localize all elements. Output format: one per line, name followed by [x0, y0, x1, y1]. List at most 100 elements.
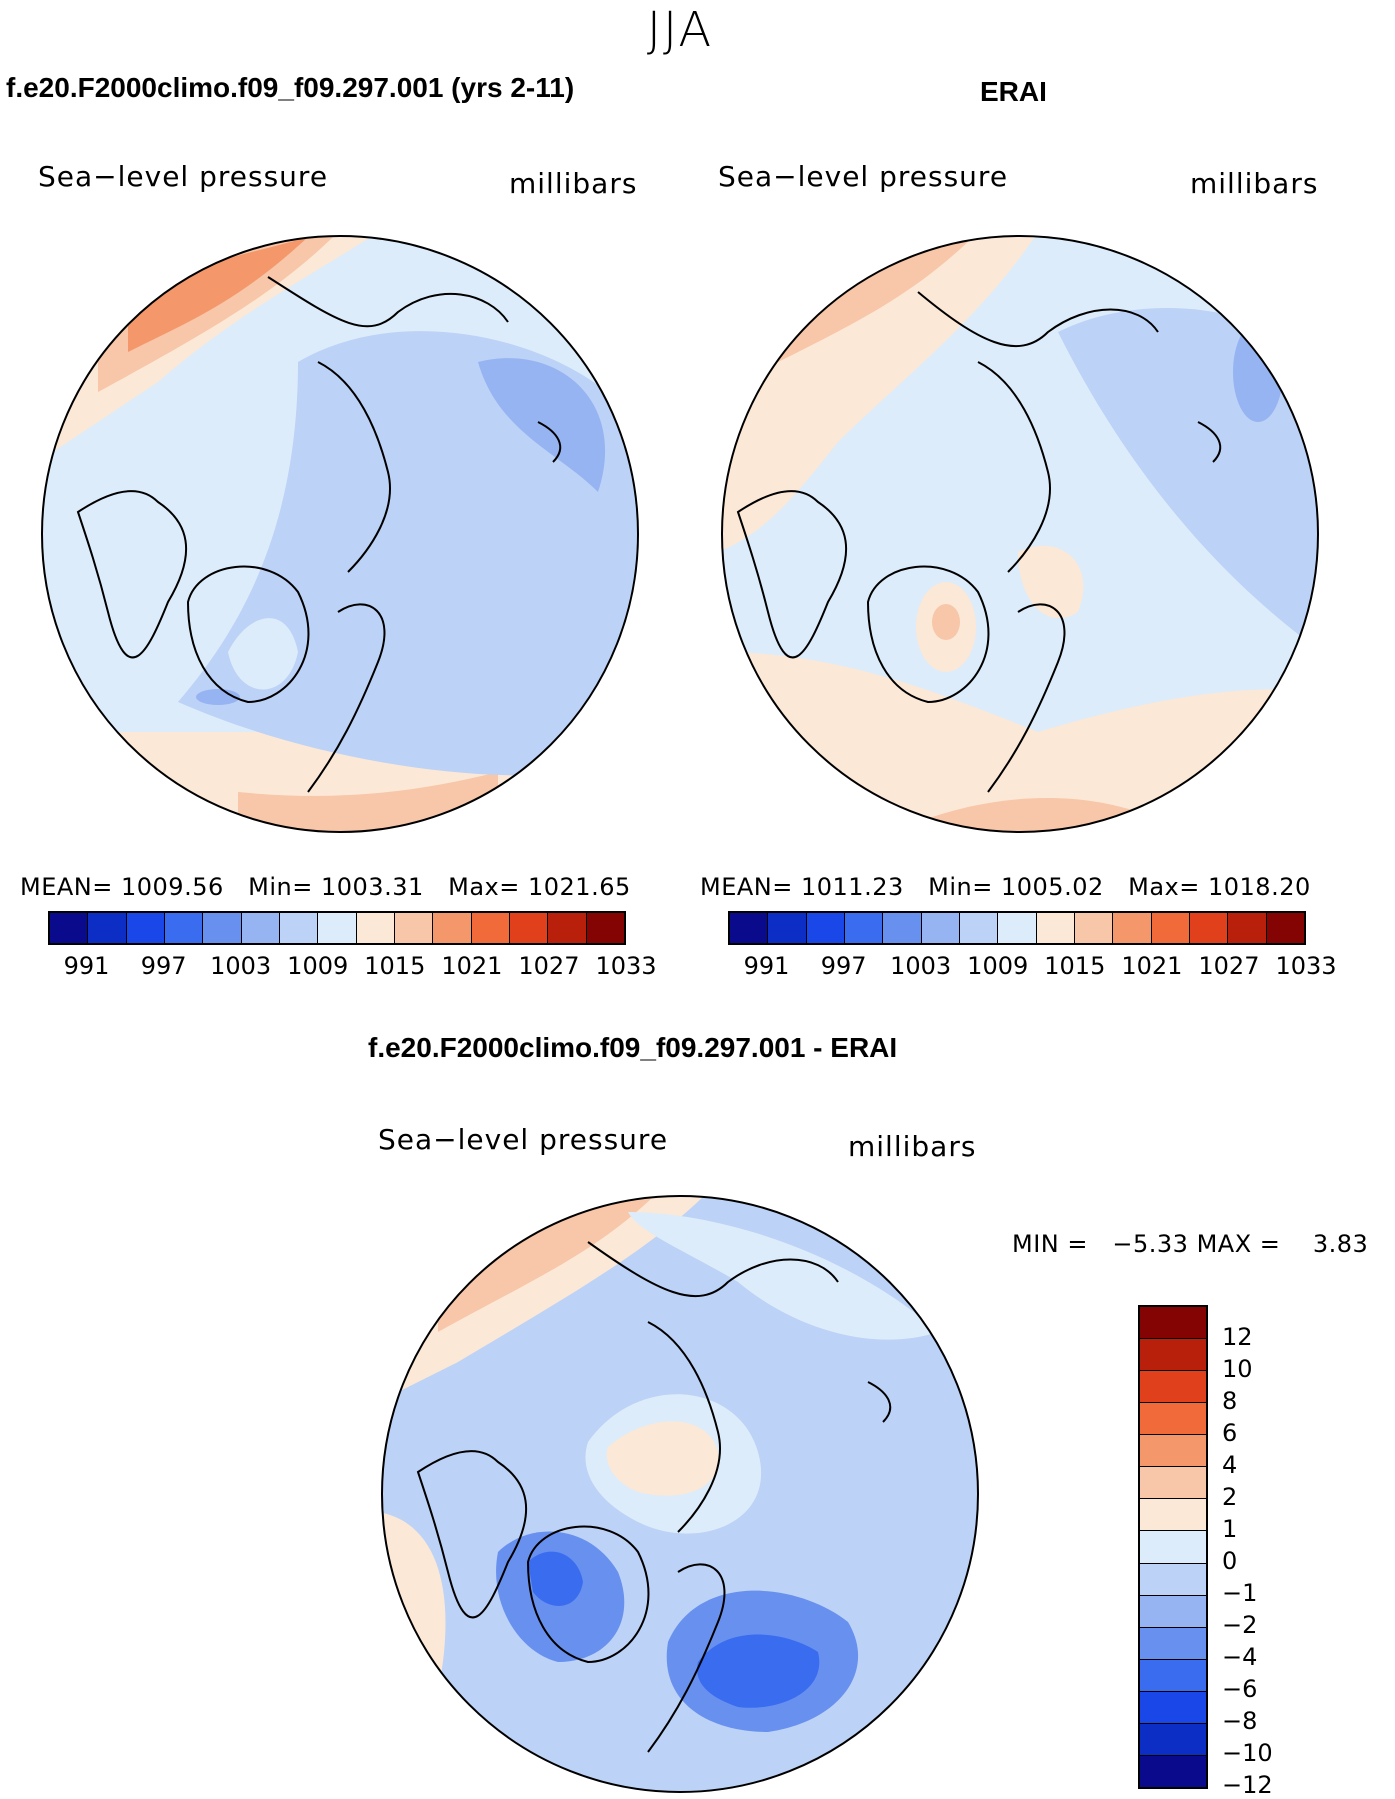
colorbar-box	[279, 913, 319, 943]
colorbar-box	[1140, 1659, 1206, 1692]
colorbar-box	[1151, 913, 1190, 943]
colorbar-tick-label: −10	[1222, 1739, 1273, 1767]
colorbar-tick-label: −4	[1222, 1643, 1258, 1671]
colorbar-box	[1140, 1435, 1206, 1468]
colorbar-box	[241, 913, 280, 943]
colorbar-box	[1140, 1371, 1206, 1404]
colorbar-box	[730, 913, 769, 943]
colorbar-box	[959, 913, 999, 943]
colorbar-box	[768, 913, 807, 943]
panel-title-diff: f.e20.F2000climo.f09_f09.297.001 - ERAI	[368, 1032, 898, 1063]
colorbar-box	[1140, 1595, 1206, 1628]
polar-map-model	[41, 235, 639, 833]
colorbar-box	[164, 913, 204, 943]
colorbar-box	[1140, 1499, 1206, 1532]
colorbar-box	[509, 913, 549, 943]
colorbar-box	[998, 913, 1037, 943]
colorbar-box	[1140, 1691, 1206, 1724]
colorbar-tick-label: 4	[1222, 1451, 1238, 1479]
colorbar-tick-label: 1021	[441, 952, 503, 980]
colorbar-box	[471, 913, 510, 943]
colorbar-tick-label: 1003	[210, 952, 272, 980]
units-label-model: millibars	[509, 167, 638, 200]
colorbar-box	[1228, 913, 1267, 943]
colorbar-box	[1140, 1339, 1206, 1372]
stats-model: MEAN= 1009.56 Min= 1003.31 Max= 1021.65	[20, 873, 631, 901]
colorbar-tick-label: 997	[140, 952, 187, 980]
colorbar-tick-label: 1033	[595, 952, 657, 980]
colorbar-box	[1140, 1467, 1206, 1500]
colorbar-box	[548, 913, 587, 943]
units-label-diff: millibars	[848, 1130, 977, 1163]
polar-map-obs	[721, 235, 1319, 833]
colorbar-tick-label: 8	[1222, 1387, 1238, 1415]
field-label-obs: Sea−level pressure	[718, 160, 1009, 193]
colorbar-tick-label: 997	[820, 952, 867, 980]
colorbar-tick-label: 12	[1222, 1323, 1253, 1351]
colorbar-tick-label: −8	[1222, 1707, 1258, 1735]
max-value-diff: 3.83	[1312, 1230, 1369, 1258]
colorbar-box	[356, 913, 395, 943]
colorbar-box	[806, 913, 845, 943]
figure-title: JJA	[646, 2, 714, 58]
units-label-obs: millibars	[1190, 167, 1319, 200]
colorbar-box	[394, 913, 434, 943]
min-value-diff: −5.33	[1112, 1230, 1189, 1258]
colorbar-tick-label: 6	[1222, 1419, 1238, 1447]
colorbar-box	[883, 913, 922, 943]
colorbar-tick-label: 1027	[1198, 952, 1260, 980]
panel-title-obs: ERAI	[980, 76, 1047, 107]
colorbar-tick-label: 1021	[1121, 952, 1183, 980]
min-value-obs: 1005.02	[1000, 873, 1104, 901]
colorbar-tick-label: 1015	[1044, 952, 1106, 980]
colorbar-tick-label: 1009	[287, 952, 349, 980]
colorbar-diff	[1138, 1305, 1208, 1789]
colorbar-box	[1036, 913, 1075, 943]
colorbar-box	[1113, 913, 1152, 943]
colorbar-boxes	[728, 911, 1306, 945]
colorbar-box	[1140, 1627, 1206, 1660]
colorbar-box	[1140, 1723, 1206, 1756]
colorbar-tick-label: 10	[1222, 1355, 1253, 1383]
colorbar-box	[1074, 913, 1114, 943]
colorbar-box	[1140, 1563, 1206, 1596]
colorbar-box	[126, 913, 165, 943]
stats-obs: MEAN= 1011.23 Min= 1005.02 Max= 1018.20	[700, 873, 1311, 901]
colorbar-box	[318, 913, 357, 943]
colorbar-box	[203, 913, 242, 943]
colorbar-box	[88, 913, 127, 943]
colorbar-tick-label: 991	[743, 952, 790, 980]
colorbar-box	[1140, 1531, 1206, 1564]
colorbar-tick-label: 1027	[518, 952, 580, 980]
colorbar-model	[48, 911, 626, 945]
colorbar-box	[50, 913, 89, 943]
colorbar-tick-label: 0	[1222, 1547, 1238, 1575]
colorbar-tick-label: 2	[1222, 1483, 1238, 1511]
min-value-model: 1003.31	[320, 873, 424, 901]
colorbar-tick-label: 991	[63, 952, 110, 980]
colorbar-tick-label: −12	[1222, 1771, 1273, 1799]
colorbar-box	[921, 913, 960, 943]
colorbar-tick-label: 1015	[364, 952, 426, 980]
colorbar-tick-label: −1	[1222, 1579, 1258, 1607]
colorbar-tick-label: 1033	[1275, 952, 1337, 980]
colorbar-box	[586, 913, 624, 943]
colorbar-obs	[728, 911, 1306, 945]
max-value-model: 1021.65	[528, 873, 631, 901]
colorbar-box	[1140, 1403, 1206, 1436]
field-label-diff: Sea−level pressure	[378, 1123, 669, 1156]
colorbar-tick-label: 1003	[890, 952, 952, 980]
mean-value-obs: 1011.23	[801, 873, 904, 901]
colorbar-tick-label: 1009	[967, 952, 1029, 980]
panel-title-model: f.e20.F2000climo.f09_f09.297.001 (yrs 2-…	[6, 72, 575, 103]
colorbar-box	[844, 913, 884, 943]
colorbar-boxes	[48, 911, 626, 945]
colorbar-box	[1189, 913, 1229, 943]
colorbar-tick-label: 1	[1222, 1515, 1238, 1543]
mean-value-model: 1009.56	[121, 873, 224, 901]
colorbar-ticks-diff: 12 10 8 6 4 2 1 0 −1 −2 −4 −6 −8 −10 −12	[1222, 1305, 1282, 1799]
colorbar-tick-label: −6	[1222, 1675, 1258, 1703]
stats-diff: MIN = −5.33 MAX = 3.83	[1012, 1230, 1369, 1258]
colorbar-box	[1266, 913, 1304, 943]
max-value-obs: 1018.20	[1208, 873, 1311, 901]
